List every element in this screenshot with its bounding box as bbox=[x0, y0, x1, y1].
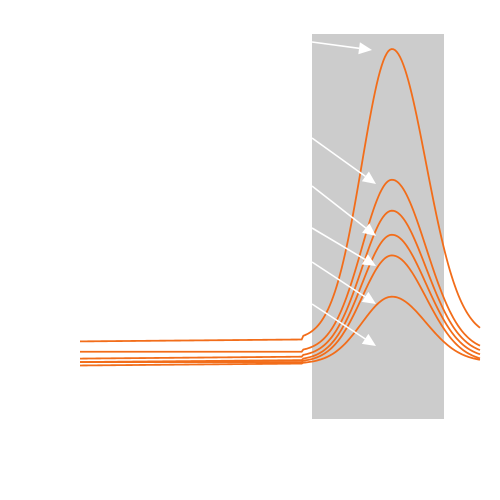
series-line-5 bbox=[80, 254, 481, 363]
arrow-head-3 bbox=[362, 223, 376, 236]
arrow-head-2 bbox=[361, 171, 376, 184]
series-line-1 bbox=[79, 48, 481, 343]
arrow-head-1 bbox=[358, 42, 372, 55]
series-line-6 bbox=[79, 295, 481, 367]
series-line-2 bbox=[80, 178, 481, 353]
arrow-shaft-6 bbox=[311, 303, 366, 340]
arrow-head-6 bbox=[361, 333, 376, 346]
arrow-shaft-1 bbox=[311, 41, 360, 50]
arrow-head-4 bbox=[361, 254, 376, 266]
arrow-shaft-5 bbox=[311, 261, 366, 298]
arrow-shaft-4 bbox=[311, 227, 366, 261]
arrow-group bbox=[311, 41, 376, 346]
arrow-shaft-3 bbox=[311, 185, 367, 229]
arrow-shaft-2 bbox=[311, 137, 366, 178]
series-group bbox=[79, 48, 481, 367]
series-line-3 bbox=[79, 209, 481, 360]
arrow-head-5 bbox=[361, 291, 376, 304]
